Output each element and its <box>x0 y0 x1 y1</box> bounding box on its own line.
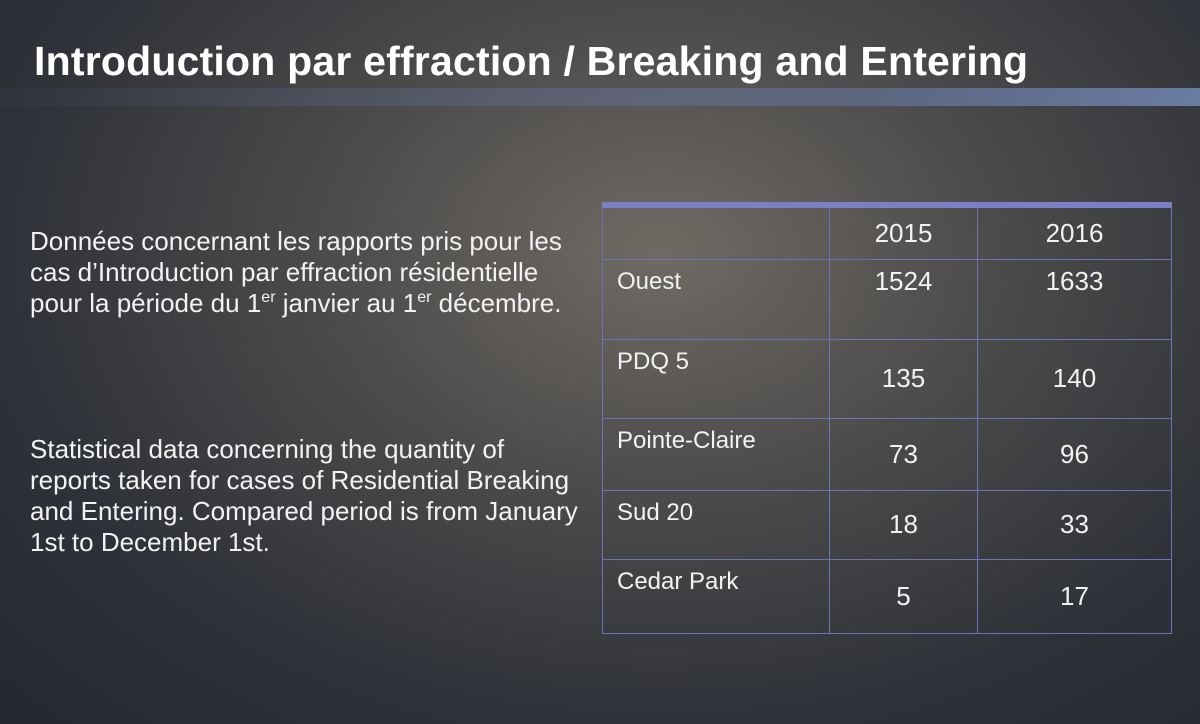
text-part: Données concernant les rapports pris pou… <box>30 226 562 318</box>
data-table: 2015 2016 Ouest 1524 1633 PDQ 5 135 140 Pointe-C… <box>602 202 1172 634</box>
row-label: Ouest <box>602 258 830 340</box>
table-row: PDQ 5 135 140 <box>602 338 1172 419</box>
value-cell: 18 <box>829 489 978 560</box>
text-part: décembre. <box>431 288 562 318</box>
row-label: Sud 20 <box>602 489 830 560</box>
value-cell: 1633 <box>977 258 1172 340</box>
title-band <box>0 88 1200 106</box>
superscript: er <box>417 289 432 306</box>
value-cell: 140 <box>977 338 1172 419</box>
french-text: Données concernant les rapports pris pou… <box>30 226 590 319</box>
table-row: Ouest 1524 1633 <box>602 258 1172 340</box>
value-cell: 73 <box>829 417 978 491</box>
value-cell: 135 <box>829 338 978 419</box>
corner-cell <box>602 204 830 260</box>
header-row: 2015 2016 <box>602 204 1172 260</box>
table-row: Sud 20 18 33 <box>602 489 1172 560</box>
value-cell: 96 <box>977 417 1172 491</box>
column-header: 2015 <box>829 204 978 260</box>
row-label: Cedar Park <box>602 558 830 634</box>
value-cell: 17 <box>977 558 1172 634</box>
table-row: Cedar Park 5 17 <box>602 558 1172 634</box>
english-text: Statistical data concerning the quantity… <box>30 434 578 557</box>
value-cell: 33 <box>977 489 1172 560</box>
table-row: Pointe-Claire 73 96 <box>602 417 1172 491</box>
text-part: janvier au 1 <box>275 288 418 318</box>
superscript: er <box>261 289 276 306</box>
column-header: 2016 <box>977 204 1172 260</box>
value-cell: 5 <box>829 558 978 634</box>
row-label: PDQ 5 <box>602 338 830 419</box>
value-cell: 1524 <box>829 258 978 340</box>
row-label: Pointe-Claire <box>602 417 830 491</box>
title: Introduction par effraction / Breaking a… <box>34 38 1029 84</box>
